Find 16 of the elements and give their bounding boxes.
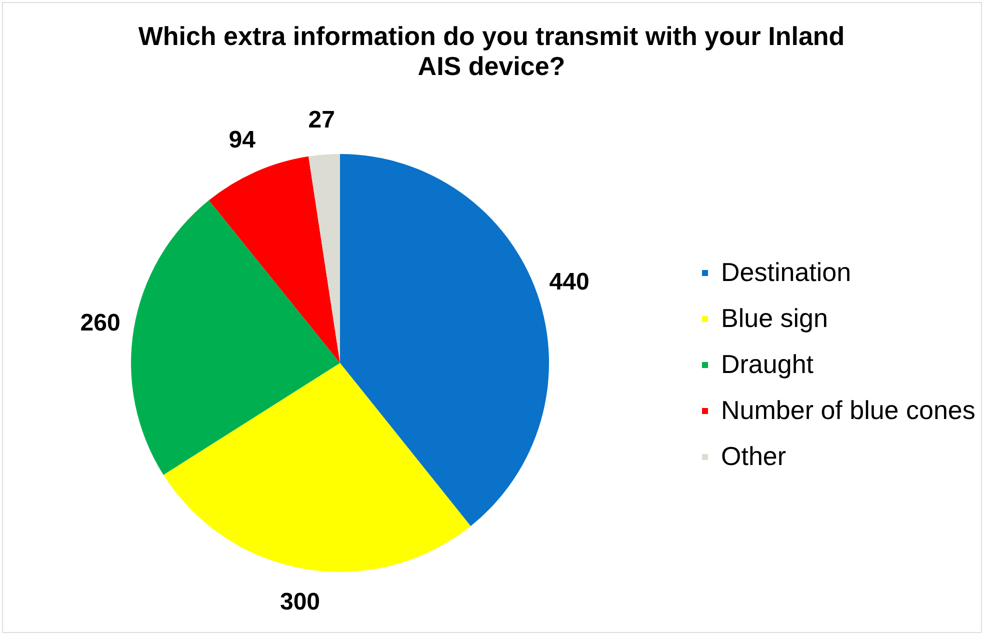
pie-slice [163,363,471,572]
legend-label: Draught [721,349,814,379]
data-label: 440 [549,268,590,296]
legend-label: Blue sign [721,303,828,333]
legend-label: Number of blue cones [721,395,976,425]
pie-slice [340,154,549,526]
data-label: 94 [228,126,256,154]
data-label: 260 [80,309,120,336]
pie-slice [308,154,340,363]
legend-label: Other [721,441,786,471]
pie-slice [131,200,340,475]
data-label: 27 [308,106,335,134]
chart-title: Which extra information do you transmit with your Inland AIS device? [138,21,845,81]
legend-label: Destination [721,257,852,287]
data-label: 300 [280,588,320,616]
pie-slice [208,156,340,363]
